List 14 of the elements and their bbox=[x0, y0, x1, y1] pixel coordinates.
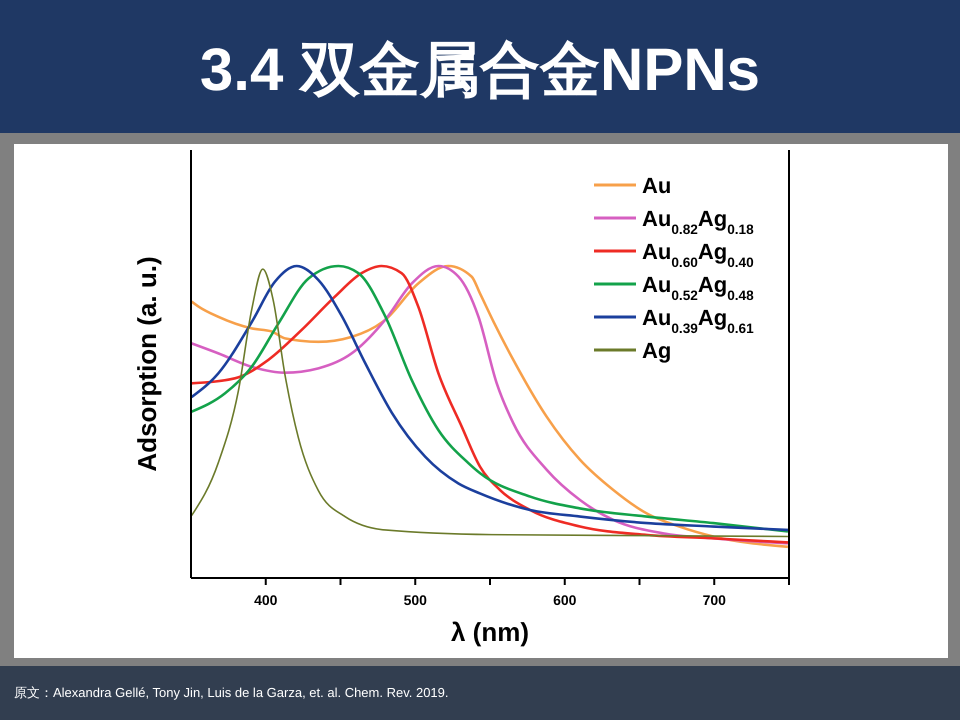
text: 原文：Alexandra Gellé, Tony Jin, Luis de la Garza, et. al. Chem. Rev. 2019. bbox=[14, 685, 449, 700]
x-tick-label: 500 bbox=[404, 592, 428, 608]
x-tick-label: 400 bbox=[254, 592, 278, 608]
x-axis-title: λ (nm) bbox=[451, 617, 529, 647]
legend-label: Au$_{0.52}$Ag$_{0.48}$ bbox=[642, 272, 754, 302]
legend-label: Au bbox=[642, 173, 672, 198]
legend-label: Au$_{0.82}$Ag$_{0.18}$ bbox=[642, 206, 754, 236]
chart-title: 3.4 双金属合金NPNs bbox=[200, 36, 760, 103]
x-tick-label: 700 bbox=[702, 592, 726, 608]
y-axis-title: Adsorption (a. u.) bbox=[132, 256, 162, 472]
legend-label: Ag bbox=[642, 338, 672, 363]
x-tick-label: 600 bbox=[553, 592, 577, 608]
legend-label: Au$_{0.60}$Ag$_{0.40}$ bbox=[642, 239, 754, 270]
legend-label: Au$_{0.39}$Ag$_{0.61}$ bbox=[642, 305, 754, 336]
